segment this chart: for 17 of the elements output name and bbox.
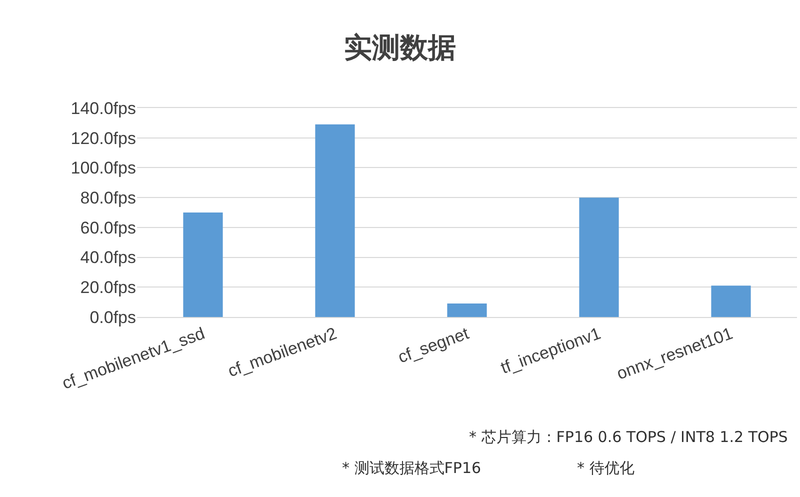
- bar: [183, 212, 223, 317]
- y-tick-label: 80.0fps: [80, 188, 136, 208]
- y-tick-label: 0.0fps: [90, 308, 136, 327]
- text: * 测试数据格式FP16: [342, 459, 482, 477]
- y-tick-label: 140.0fps: [70, 98, 136, 118]
- bar: [315, 124, 355, 317]
- bar: [447, 304, 487, 317]
- chart-title: 实测数据: [344, 30, 456, 64]
- bar: [711, 286, 751, 317]
- y-tick-label: 40.0fps: [80, 248, 136, 268]
- y-tick-label: 120.0fps: [70, 128, 136, 148]
- text: * 芯片算力：FP16 0.6 TOPS / INT8 1.2 TOPS: [469, 428, 788, 446]
- y-tick-label: 100.0fps: [70, 158, 136, 178]
- y-tick-label: 20.0fps: [80, 278, 136, 298]
- text: * 待优化: [577, 459, 634, 477]
- bar: [579, 198, 619, 317]
- y-tick-label: 60.0fps: [80, 218, 136, 238]
